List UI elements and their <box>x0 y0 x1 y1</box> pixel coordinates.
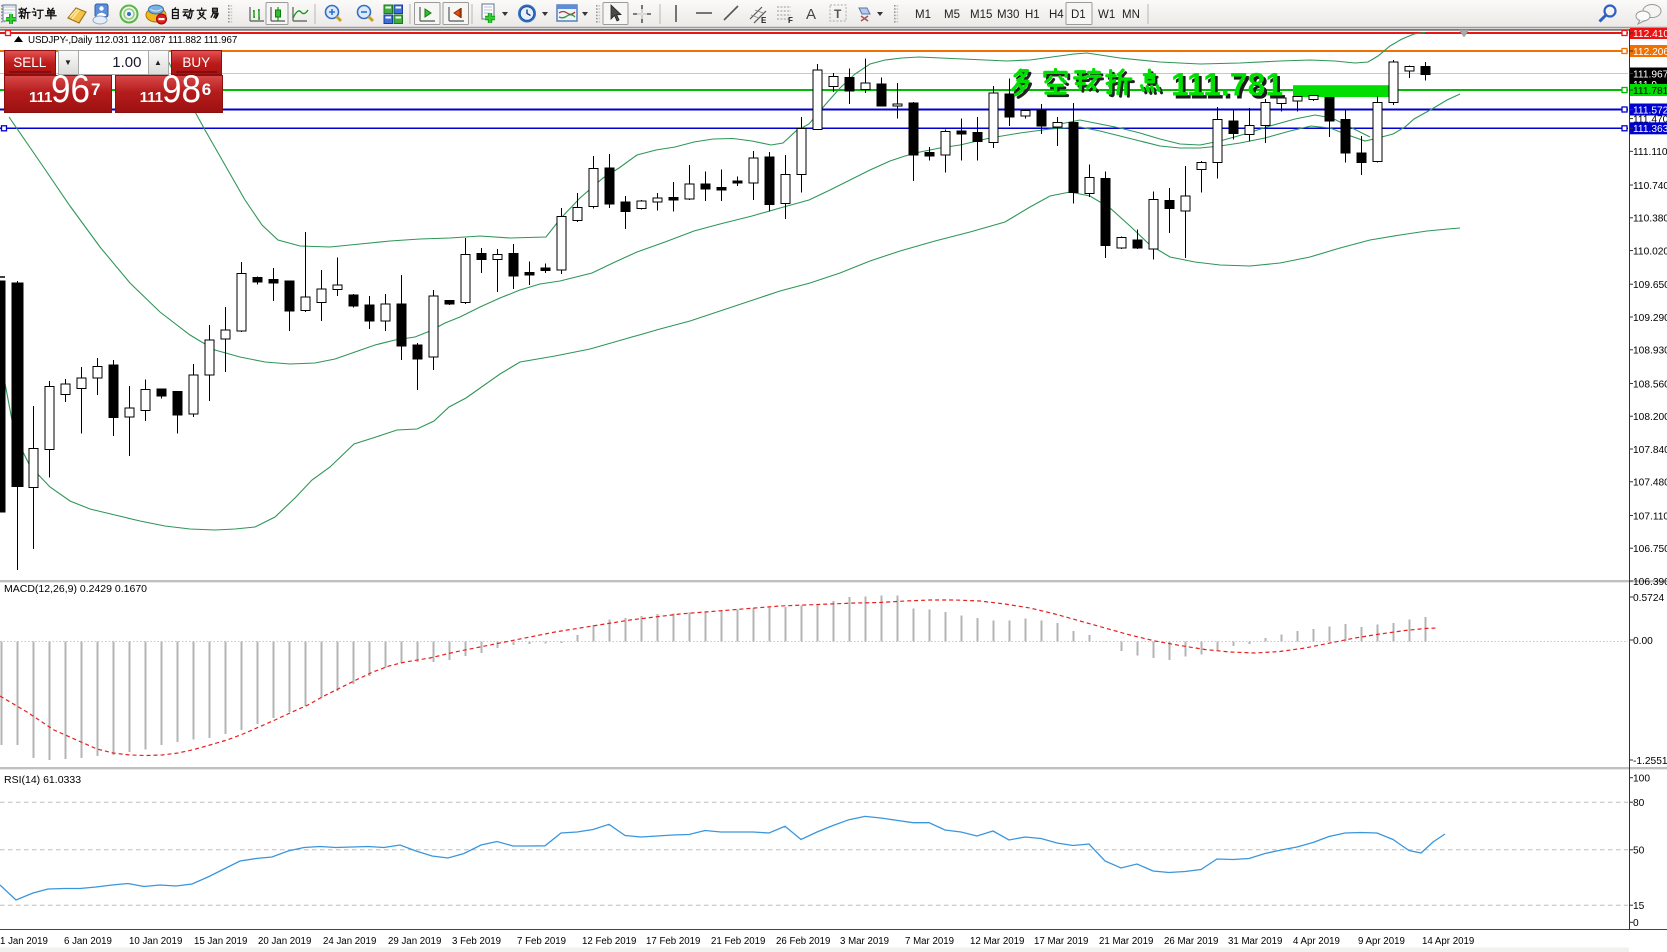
svg-text:108.560: 108.560 <box>1633 379 1667 390</box>
svg-text:M1: M1 <box>915 9 931 21</box>
svg-text:109.290: 109.290 <box>1633 313 1667 324</box>
svg-text:0.00: 0.00 <box>1633 636 1653 647</box>
svg-text:3 Feb 2019: 3 Feb 2019 <box>452 936 501 947</box>
svg-text:26 Feb 2019: 26 Feb 2019 <box>776 936 830 947</box>
svg-text:110.020: 110.020 <box>1633 246 1667 257</box>
svg-text:M30: M30 <box>997 9 1019 21</box>
svg-text:111.781: 111.781 <box>1633 86 1667 97</box>
svg-text:21 Mar 2019: 21 Mar 2019 <box>1099 936 1153 947</box>
svg-text:110.380: 110.380 <box>1633 214 1667 225</box>
svg-text:1 Jan 2019: 1 Jan 2019 <box>0 936 48 947</box>
svg-text:MACD(12,26,9) 0.2429 0.1670: MACD(12,26,9) 0.2429 0.1670 <box>4 583 147 595</box>
svg-text:H1: H1 <box>1025 9 1040 21</box>
svg-text:26 Mar 2019: 26 Mar 2019 <box>1164 936 1218 947</box>
svg-text:0.5724: 0.5724 <box>1633 593 1664 604</box>
svg-text:110.740: 110.740 <box>1633 181 1667 192</box>
svg-text:0: 0 <box>1633 918 1639 929</box>
svg-text:112.410: 112.410 <box>1633 29 1667 40</box>
svg-text:107.480: 107.480 <box>1633 478 1667 489</box>
svg-text:17 Mar 2019: 17 Mar 2019 <box>1034 936 1088 947</box>
svg-text:7 Mar 2019: 7 Mar 2019 <box>905 936 954 947</box>
svg-text:21 Feb 2019: 21 Feb 2019 <box>711 936 765 947</box>
svg-text:111.363: 111.363 <box>1633 124 1667 135</box>
svg-text:17 Feb 2019: 17 Feb 2019 <box>646 936 700 947</box>
svg-text:111.967: 111.967 <box>1633 69 1667 80</box>
svg-text:A: A <box>806 6 816 23</box>
svg-text:106.390: 106.390 <box>1633 577 1667 588</box>
svg-text:D1: D1 <box>1071 9 1086 21</box>
svg-text:RSI(14) 61.0333: RSI(14) 61.0333 <box>4 774 81 786</box>
svg-text:31 Mar 2019: 31 Mar 2019 <box>1228 936 1282 947</box>
svg-text:108.930: 108.930 <box>1633 346 1667 357</box>
svg-text:12 Mar 2019: 12 Mar 2019 <box>970 936 1024 947</box>
svg-text:29 Jan 2019: 29 Jan 2019 <box>388 936 441 947</box>
svg-text:107.110: 107.110 <box>1633 511 1667 522</box>
svg-text:E: E <box>761 16 767 25</box>
svg-text:4 Apr 2019: 4 Apr 2019 <box>1293 936 1340 947</box>
svg-text:109.650: 109.650 <box>1633 280 1667 291</box>
svg-text:-1.2551: -1.2551 <box>1633 756 1667 767</box>
svg-text:111.572: 111.572 <box>1633 105 1667 116</box>
svg-text:14 Apr 2019: 14 Apr 2019 <box>1422 936 1474 947</box>
svg-text:MN: MN <box>1122 9 1140 21</box>
svg-text:USDJPY-,Daily 112.031 112.087: USDJPY-,Daily 112.031 112.087 111.882 11… <box>28 35 237 46</box>
svg-text:100: 100 <box>1633 774 1650 785</box>
svg-text:107.840: 107.840 <box>1633 445 1667 456</box>
svg-text:106.750: 106.750 <box>1633 544 1667 555</box>
svg-text:6 Jan 2019: 6 Jan 2019 <box>64 936 112 947</box>
svg-text:111.781: 111.781 <box>1174 69 1286 105</box>
svg-text:H4: H4 <box>1049 9 1064 21</box>
svg-text:80: 80 <box>1633 798 1645 809</box>
svg-text:9 Apr 2019: 9 Apr 2019 <box>1358 936 1405 947</box>
svg-text:7 Feb 2019: 7 Feb 2019 <box>517 936 566 947</box>
svg-text:M5: M5 <box>944 9 960 21</box>
svg-text:M15: M15 <box>970 9 992 21</box>
svg-text:20 Jan 2019: 20 Jan 2019 <box>258 936 311 947</box>
svg-text:111.110: 111.110 <box>1633 147 1667 158</box>
svg-text:15: 15 <box>1633 901 1645 912</box>
svg-text:W1: W1 <box>1098 9 1115 21</box>
svg-text:3 Mar 2019: 3 Mar 2019 <box>840 936 889 947</box>
svg-text:50: 50 <box>1633 846 1645 857</box>
svg-text:10 Jan 2019: 10 Jan 2019 <box>129 936 182 947</box>
svg-text:T: T <box>834 7 842 21</box>
svg-text:24 Jan 2019: 24 Jan 2019 <box>323 936 376 947</box>
svg-text:15 Jan 2019: 15 Jan 2019 <box>194 936 247 947</box>
svg-text:111.781: 111.781 <box>1171 67 1283 103</box>
svg-text:12 Feb 2019: 12 Feb 2019 <box>582 936 636 947</box>
svg-text:108.200: 108.200 <box>1633 412 1667 423</box>
svg-text:111.470: 111.470 <box>1633 114 1667 125</box>
svg-text:F: F <box>788 16 793 25</box>
svg-text:112.206: 112.206 <box>1633 47 1667 58</box>
